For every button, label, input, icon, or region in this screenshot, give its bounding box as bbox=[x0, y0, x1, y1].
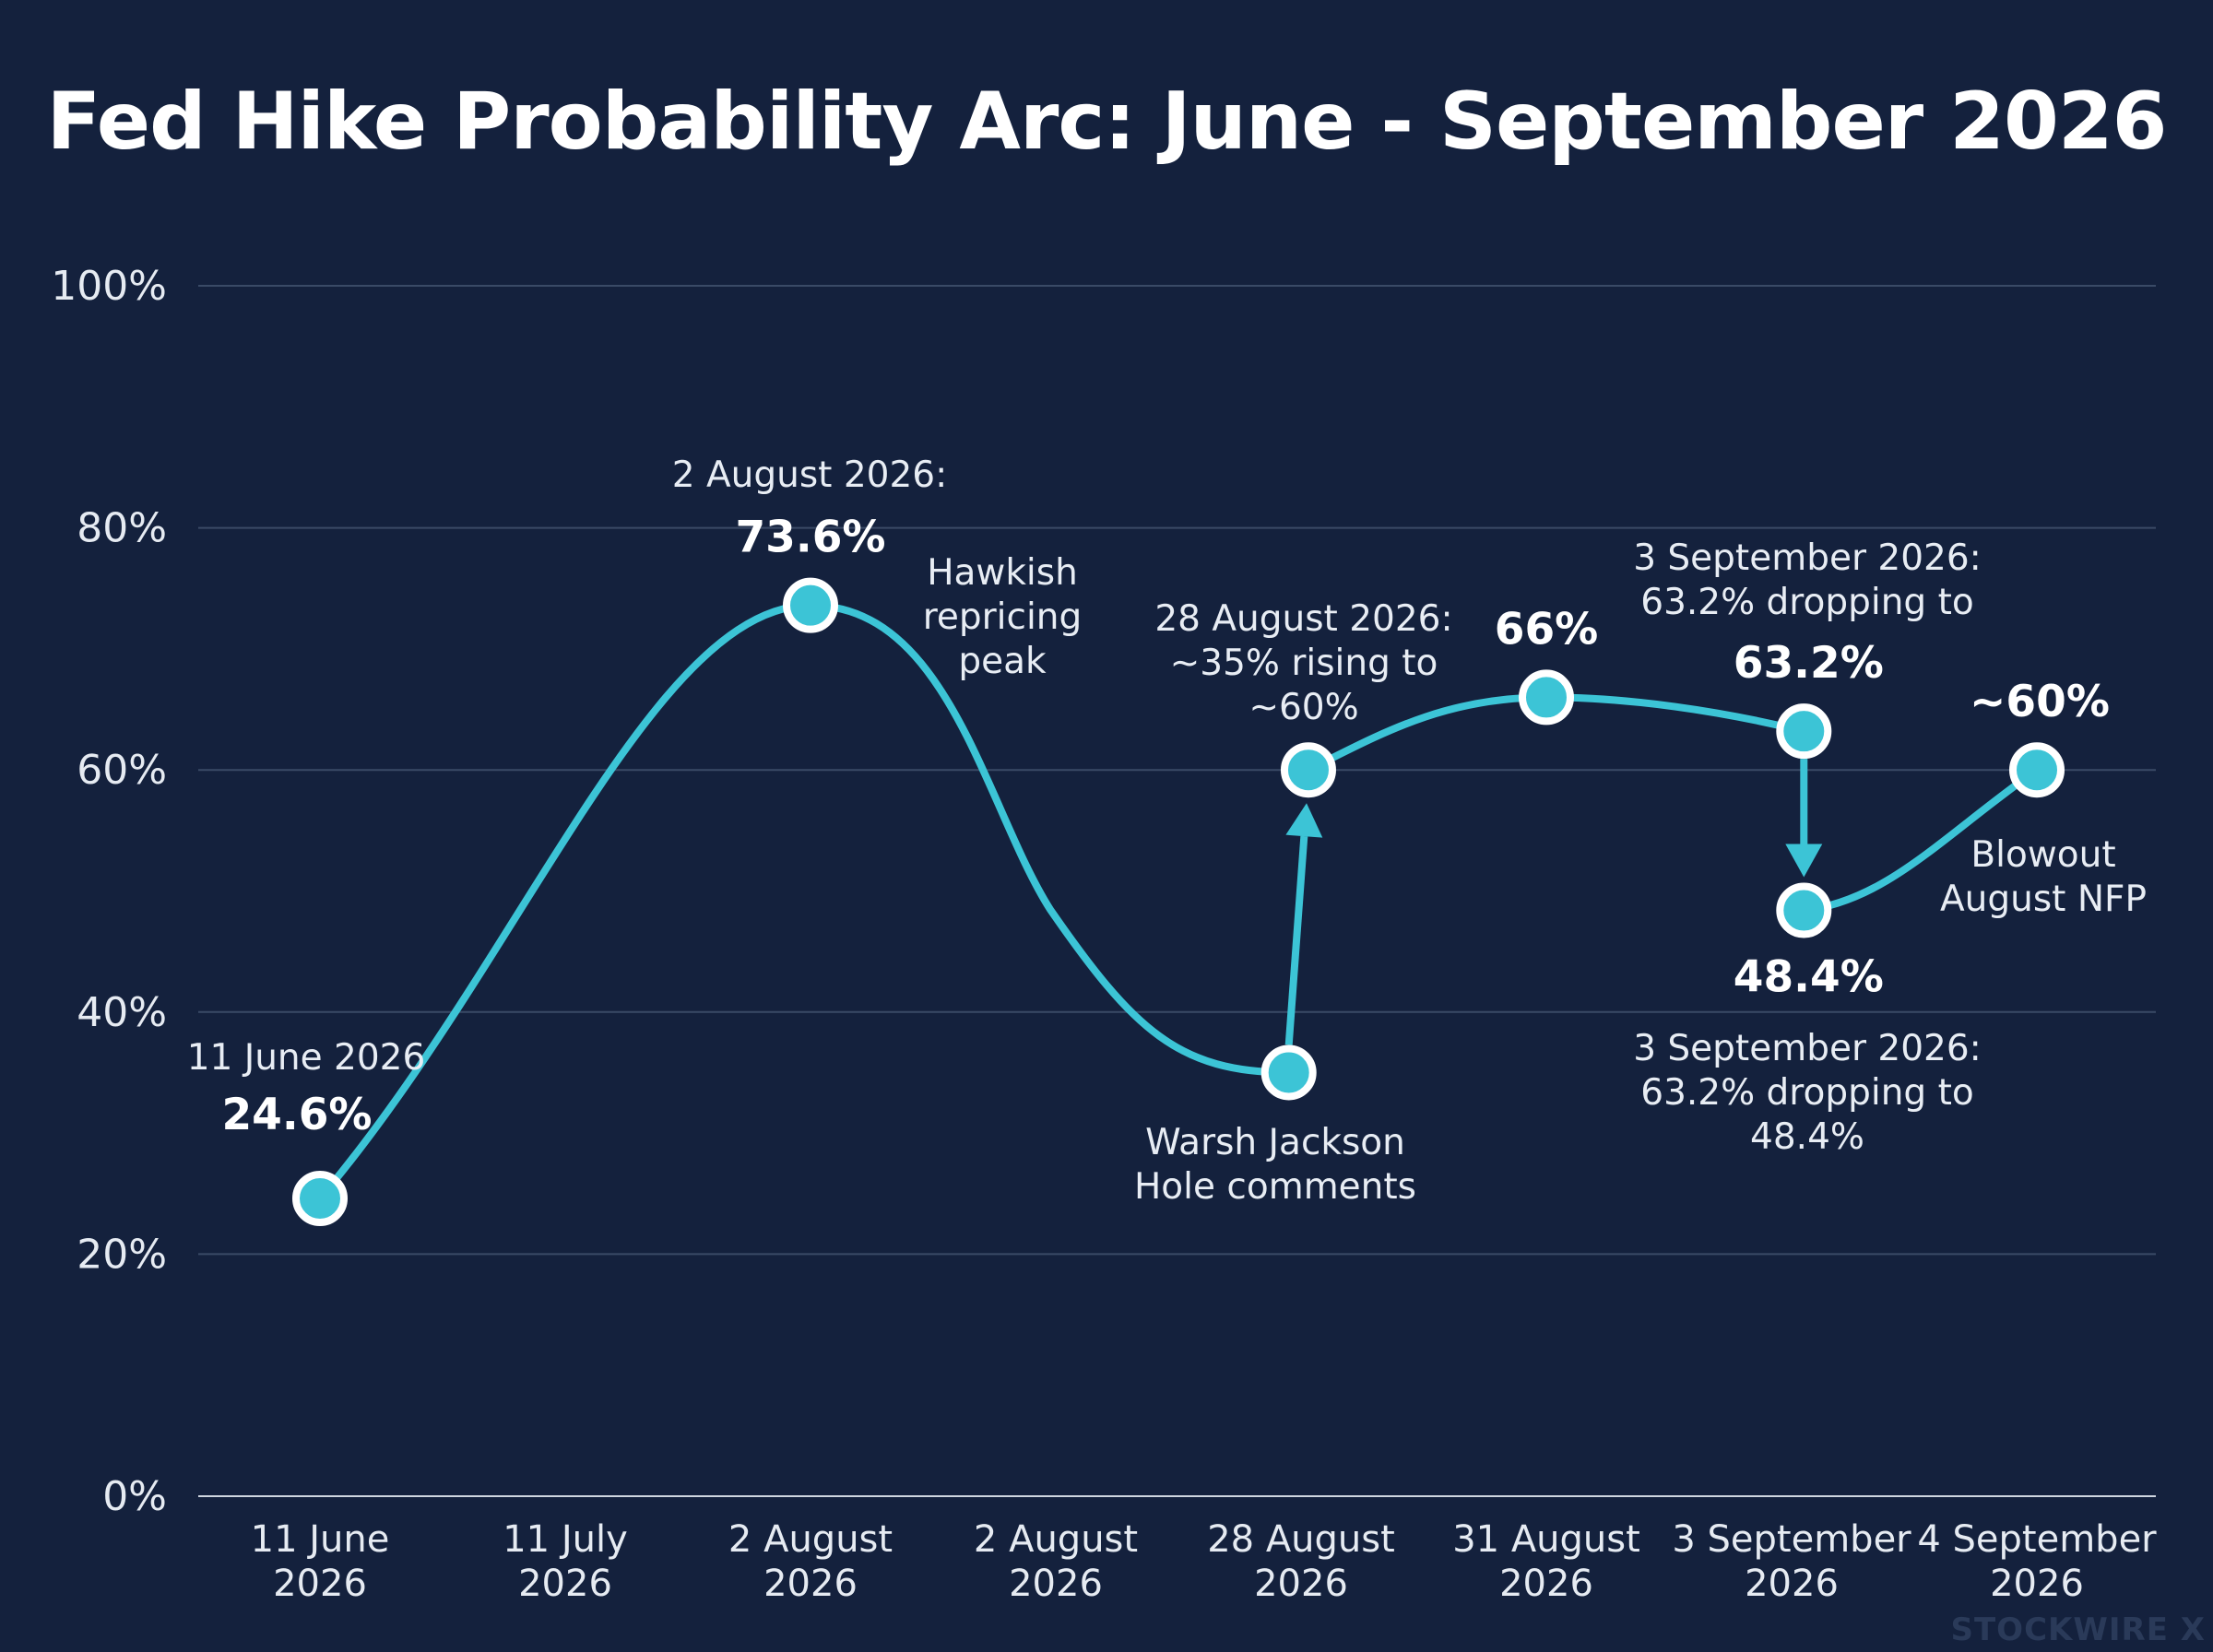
annotation: Blowout August NFP bbox=[1940, 834, 2147, 920]
annotation: 28 August 2026: ~35% rising to ~60% bbox=[1154, 598, 1452, 728]
y-tick-label: 80% bbox=[77, 505, 167, 552]
data-label: ~60% bbox=[1970, 677, 2110, 727]
x-tick-label: 2 August 2026 bbox=[974, 1518, 1138, 1605]
data-point bbox=[1776, 703, 1832, 760]
data-label: 48.4% bbox=[1734, 952, 1884, 1003]
series-line bbox=[1800, 766, 2041, 914]
y-tick-label: 60% bbox=[77, 747, 167, 794]
annotation: Warsh Jackson Hole comments bbox=[1134, 1122, 1416, 1208]
series-line bbox=[316, 601, 1293, 1202]
data-point bbox=[292, 1171, 348, 1227]
data-label: 66% bbox=[1495, 604, 1599, 655]
x-tick-label: 11 June 2026 bbox=[251, 1518, 390, 1605]
x-tick-label: 31 August 2026 bbox=[1452, 1518, 1640, 1605]
data-label: 24.6% bbox=[221, 1090, 372, 1140]
y-tick-label: 0% bbox=[102, 1473, 167, 1520]
annotation: 3 September 2026: 63.2% dropping to bbox=[1633, 537, 1982, 623]
watermark: STOCKWIRE X bbox=[1950, 1611, 2206, 1648]
data-point bbox=[783, 577, 838, 633]
rise-arrow-head bbox=[1285, 803, 1323, 838]
y-tick-label: 100% bbox=[51, 263, 167, 310]
drop-arrow-head bbox=[1785, 844, 1823, 878]
annotation: 11 June 2026 bbox=[187, 1037, 426, 1079]
data-point bbox=[1519, 669, 1574, 726]
x-tick-label: 2 August 2026 bbox=[728, 1518, 893, 1605]
data-point bbox=[1280, 742, 1336, 798]
data-label: 73.6% bbox=[735, 513, 885, 563]
chart-title: Fed Hike Probability Arc: June - Septemb… bbox=[46, 76, 2167, 168]
data-point bbox=[1260, 1044, 1317, 1101]
rise-arrow-shaft bbox=[1284, 835, 1308, 1045]
x-tick-label: 28 August 2026 bbox=[1207, 1518, 1395, 1605]
data-point bbox=[1776, 882, 1832, 938]
y-tick-label: 20% bbox=[77, 1231, 167, 1278]
annotation: 2 August 2026: bbox=[672, 454, 947, 496]
x-tick-label: 4 September 2026 bbox=[1917, 1518, 2157, 1605]
annotation: 3 September 2026: 63.2% dropping to 48.4% bbox=[1633, 1028, 1982, 1158]
x-tick-label: 3 September 2026 bbox=[1672, 1518, 1911, 1605]
annotation: Hawkish repricing peak bbox=[923, 552, 1083, 682]
data-label: 63.2% bbox=[1734, 638, 1884, 689]
data-point bbox=[2009, 742, 2065, 798]
x-tick-label: 11 July 2026 bbox=[503, 1518, 628, 1605]
y-tick-label: 40% bbox=[77, 989, 167, 1036]
